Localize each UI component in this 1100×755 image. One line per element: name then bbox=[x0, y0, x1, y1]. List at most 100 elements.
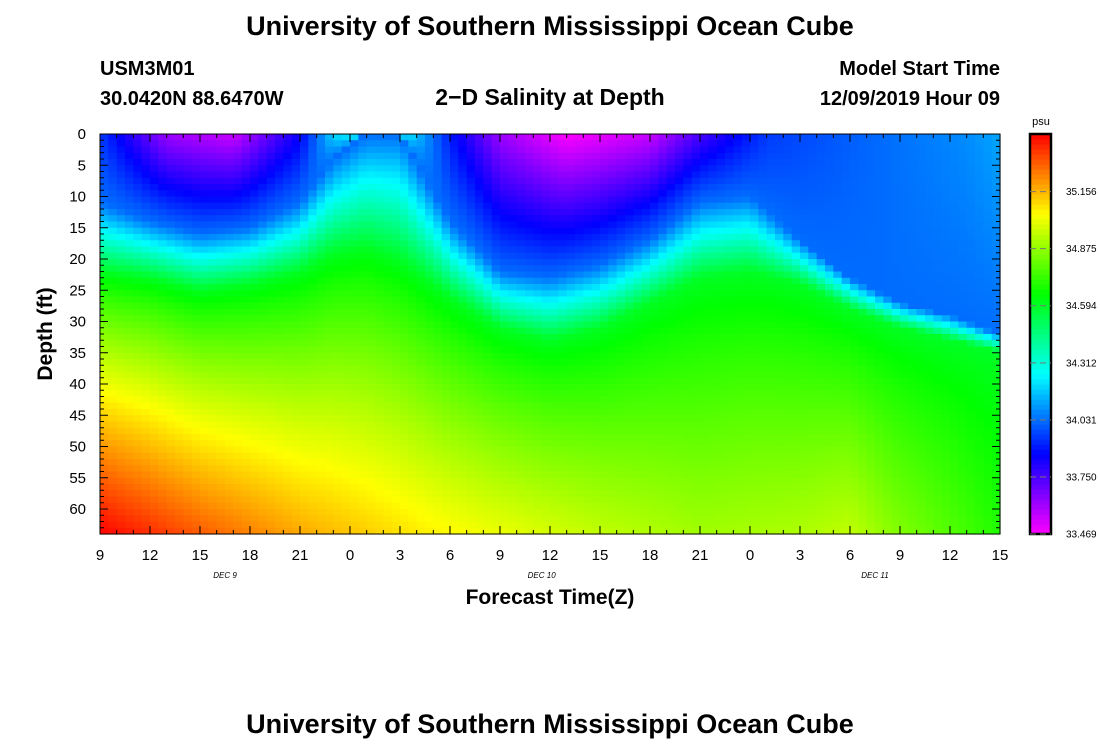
heatmap-cell bbox=[683, 184, 693, 191]
heatmap-cell bbox=[616, 384, 626, 391]
heatmap-cell bbox=[183, 365, 193, 373]
heatmap-cell bbox=[258, 290, 268, 298]
heatmap-cell bbox=[116, 134, 126, 141]
heatmap-cell bbox=[408, 246, 418, 254]
heatmap-cell bbox=[266, 421, 276, 429]
heatmap-cell bbox=[575, 402, 584, 410]
heatmap-cell bbox=[158, 159, 168, 166]
heatmap-cell bbox=[533, 371, 543, 379]
heatmap-cell bbox=[683, 434, 693, 441]
heatmap-cell bbox=[441, 196, 451, 204]
heatmap-cell bbox=[358, 496, 368, 504]
heatmap-cell bbox=[341, 290, 351, 298]
heatmap-cell bbox=[158, 202, 168, 210]
heatmap-cell bbox=[625, 302, 634, 310]
heatmap-cell bbox=[500, 215, 509, 223]
heatmap-cell bbox=[591, 252, 601, 260]
heatmap-cell bbox=[166, 252, 176, 260]
heatmap-cell bbox=[191, 352, 201, 360]
heatmap-cell bbox=[708, 365, 718, 373]
heatmap-cell bbox=[458, 227, 468, 235]
heatmap-cell bbox=[550, 177, 559, 185]
heatmap-cell bbox=[633, 465, 643, 473]
heatmap-cell bbox=[416, 190, 426, 198]
heatmap-cell bbox=[408, 309, 418, 316]
heatmap-cell bbox=[608, 515, 618, 523]
heatmap-cell bbox=[683, 465, 693, 473]
heatmap-cell bbox=[225, 159, 234, 166]
heatmap-cell bbox=[733, 452, 743, 460]
heatmap-cell bbox=[358, 152, 368, 160]
heatmap-cell bbox=[650, 440, 659, 448]
heatmap-cell bbox=[433, 527, 443, 535]
heatmap-cell bbox=[266, 515, 276, 523]
heatmap-cell bbox=[116, 146, 126, 154]
heatmap-cell bbox=[491, 265, 501, 273]
heatmap-cell bbox=[158, 384, 168, 391]
heatmap-cell bbox=[675, 271, 684, 279]
heatmap-cell bbox=[133, 440, 143, 448]
heatmap-cell bbox=[266, 465, 276, 473]
heatmap-cell bbox=[183, 296, 193, 304]
heatmap-cell bbox=[541, 171, 551, 179]
heatmap-cell bbox=[291, 477, 301, 485]
heatmap-cell bbox=[416, 140, 426, 148]
heatmap-cell bbox=[550, 340, 559, 348]
heatmap-cell bbox=[508, 471, 518, 479]
heatmap-cell bbox=[441, 259, 451, 266]
heatmap-cell bbox=[575, 452, 584, 460]
heatmap-cell bbox=[608, 271, 618, 279]
heatmap-cell bbox=[558, 521, 568, 529]
heatmap-cell bbox=[616, 296, 626, 304]
heatmap-cell bbox=[466, 184, 476, 191]
heatmap-cell bbox=[266, 302, 276, 310]
heatmap-cell bbox=[641, 496, 651, 504]
heatmap-cell bbox=[408, 402, 418, 410]
heatmap-cell bbox=[675, 377, 684, 385]
heatmap-cell bbox=[566, 227, 576, 235]
heatmap-cell bbox=[266, 196, 276, 204]
heatmap-cell bbox=[233, 190, 243, 198]
heatmap-cell bbox=[233, 134, 243, 141]
heatmap-cell bbox=[475, 334, 484, 341]
heatmap-cell bbox=[283, 277, 293, 285]
heatmap-cell bbox=[225, 252, 234, 260]
heatmap-cell bbox=[666, 490, 676, 498]
heatmap-cell bbox=[241, 234, 251, 241]
heatmap-cell bbox=[450, 171, 459, 179]
heatmap-cell bbox=[541, 196, 551, 204]
heatmap-cell bbox=[700, 234, 709, 241]
heatmap-cell bbox=[516, 521, 526, 529]
heatmap-cell bbox=[683, 302, 693, 310]
heatmap-cell bbox=[558, 302, 568, 310]
heatmap-cell bbox=[250, 315, 259, 323]
heatmap-cell bbox=[100, 221, 109, 229]
heatmap-cell bbox=[625, 334, 634, 341]
heatmap-cell bbox=[608, 202, 618, 210]
heatmap-cell bbox=[600, 427, 609, 435]
heatmap-cell bbox=[450, 296, 459, 304]
heatmap-cell bbox=[216, 446, 226, 454]
heatmap-cell bbox=[108, 352, 118, 360]
heatmap-cell bbox=[458, 502, 468, 510]
heatmap-cell bbox=[583, 521, 593, 529]
heatmap-cell bbox=[491, 452, 501, 460]
heatmap-cell bbox=[500, 302, 509, 310]
heatmap-cell bbox=[583, 434, 593, 441]
heatmap-cell bbox=[358, 440, 368, 448]
heatmap-cell bbox=[466, 359, 476, 366]
heatmap-cell bbox=[316, 202, 326, 210]
heatmap-cell bbox=[600, 171, 609, 179]
heatmap-cell bbox=[675, 315, 684, 323]
heatmap-cell bbox=[358, 434, 368, 441]
heatmap-cell bbox=[691, 509, 701, 516]
heatmap-cell bbox=[566, 477, 576, 485]
heatmap-cell bbox=[225, 234, 234, 241]
heatmap-cell bbox=[608, 165, 618, 173]
heatmap-cell bbox=[525, 240, 534, 248]
heatmap-cell bbox=[275, 296, 284, 304]
heatmap-cell bbox=[100, 309, 109, 316]
heatmap-cell bbox=[175, 484, 184, 491]
heatmap-cell bbox=[125, 259, 134, 266]
heatmap-cell bbox=[375, 515, 384, 523]
